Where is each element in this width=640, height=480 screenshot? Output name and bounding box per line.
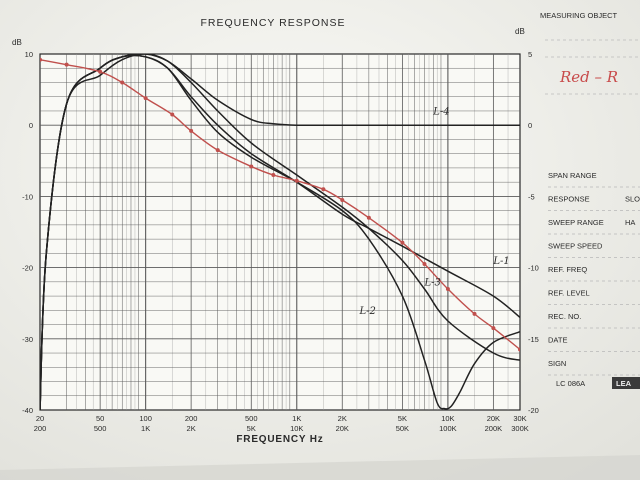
form-field-value: SLO: [625, 195, 640, 204]
y-left-tick-label: -30: [22, 335, 33, 344]
form-field-label: SWEEP SPEED: [548, 242, 603, 251]
x-tick-label-bottom: 500: [94, 424, 107, 433]
x-tick-labels-bottom-row: 200 500 1K 2K 5K 10K 20K 50K 100K 200K 300K: [34, 424, 529, 433]
series-marker-unlabeled-4: [321, 187, 326, 192]
form-field-label: RESPONSE: [548, 195, 590, 204]
y-right-tick-label: -15: [528, 335, 539, 344]
series-marker-unlabeled-4: [340, 197, 345, 202]
form-field-label: REF. FREQ: [548, 265, 587, 274]
curve-label-l-1: L-1: [492, 256, 509, 267]
series-marker-unlabeled-4: [491, 326, 496, 331]
chart-title: FREQUENCY RESPONSE: [201, 17, 346, 29]
series-marker-unlabeled-4: [249, 164, 254, 169]
side-panel: MEASURING OBJECT Red – R SPAN RANGE RESPO…: [540, 11, 640, 389]
x-tick-label-top: 20K: [487, 414, 500, 423]
curve-label-l-2: L-2: [358, 306, 375, 317]
curve-labels: L-4 L-1 L-3 L-2: [358, 107, 509, 317]
y-right-tick-labels: 5 0 -5 -10 -15 -20: [528, 50, 539, 415]
x-tick-labels-top-row: 20 50 100 200 500 1K 2K 5K 10K 20K 30K: [36, 414, 527, 423]
series-marker-unlabeled-4: [64, 62, 69, 67]
y-left-tick-label: 10: [25, 50, 33, 59]
handwritten-note: Red – R: [559, 68, 618, 86]
series-marker-unlabeled-4: [98, 69, 103, 74]
x-tick-label-bottom: 300K: [511, 424, 529, 433]
form-field-label: DATE: [548, 336, 567, 345]
y-left-tick-label: 0: [29, 121, 33, 130]
series-marker-unlabeled-4: [40, 57, 42, 62]
y-left-tick-label: -10: [22, 192, 33, 201]
x-tick-label-top: 50: [96, 414, 104, 423]
x-tick-label-bottom: 200: [34, 424, 47, 433]
x-tick-label-bottom: 2K: [187, 424, 196, 433]
series-marker-unlabeled-4: [143, 96, 148, 101]
x-tick-label-bottom: 1K: [141, 424, 150, 433]
series-marker-unlabeled-4: [472, 311, 477, 316]
form-field-label: REC. NO.: [548, 312, 581, 321]
form-field-value: HA: [625, 218, 635, 227]
y-left-tick-label: -20: [22, 264, 33, 273]
x-tick-label-top: 10K: [441, 414, 454, 423]
series-line-unlabeled-4: [40, 59, 520, 351]
x-tick-label-top: 30K: [513, 414, 526, 423]
series-marker-unlabeled-4: [170, 112, 175, 117]
x-tick-label-top: 1K: [292, 414, 301, 423]
form-badge: [612, 377, 640, 389]
plot-frame: [39, 53, 521, 411]
series-marker-unlabeled-4: [271, 173, 276, 178]
x-tick-label-bottom: 100K: [439, 424, 457, 433]
curve-label-l-3: L-3: [423, 277, 440, 288]
y-left-unit: dB: [12, 38, 22, 47]
y-right-tick-label: -10: [528, 264, 539, 273]
series-marker-unlabeled-4: [189, 128, 194, 133]
form-fields: SPAN RANGE RESPONSE SLO SWEEP RANGE HA SWEEP …: [548, 171, 640, 376]
series-marker-unlabeled-4: [400, 240, 405, 245]
form-field-label: REF. LEVEL: [548, 289, 590, 298]
x-tick-label-top: 2K: [338, 414, 347, 423]
series-marker-unlabeled-4: [445, 286, 450, 291]
series-marker-unlabeled-4: [215, 148, 220, 153]
x-tick-label-bottom: 20K: [336, 424, 349, 433]
form-field-label: SPAN RANGE: [548, 171, 597, 180]
series-marker-unlabeled-4: [294, 178, 299, 183]
x-tick-label-bottom: 50K: [396, 424, 409, 433]
form-field-label: SIGN: [548, 359, 566, 368]
x-tick-label-top: 500: [245, 414, 258, 423]
plot-grid: [40, 54, 520, 410]
x-tick-label-top: 200: [185, 414, 198, 423]
x-axis-label: FREQUENCY Hz: [236, 434, 323, 445]
x-tick-label-top: 5K: [398, 414, 407, 423]
x-tick-label-bottom: 5K: [247, 424, 256, 433]
y-right-tick-label: -5: [528, 192, 535, 201]
x-tick-label-bottom: 10K: [290, 424, 303, 433]
form-badge-text: LEA: [616, 379, 632, 388]
y-right-unit: dB: [515, 27, 525, 36]
x-tick-label-top: 100: [139, 414, 152, 423]
y-right-tick-label: 5: [528, 50, 532, 59]
series-marker-unlabeled-4: [120, 80, 125, 85]
x-tick-label-bottom: 200K: [485, 424, 503, 433]
y-right-tick-label: 0: [528, 121, 532, 130]
series-marker-unlabeled-4: [366, 215, 371, 220]
series-marker-unlabeled-4: [422, 262, 427, 267]
series-marker-unlabeled-4: [518, 347, 520, 352]
series-layer: [40, 54, 520, 410]
table-edge: [0, 455, 640, 480]
x-tick-label-top: 20: [36, 414, 44, 423]
y-left-tick-label: -40: [22, 406, 33, 415]
curve-label-l-4: L-4: [432, 107, 449, 118]
y-left-tick-labels: 10 0 -10 -20 -30 -40: [22, 50, 33, 415]
form-field-label: SWEEP RANGE: [548, 218, 604, 227]
y-right-tick-label: -20: [528, 406, 539, 415]
measuring-object-label: MEASURING OBJECT: [540, 11, 618, 20]
series-line-l-4: [40, 54, 520, 410]
form-code: LC 086A: [556, 379, 585, 388]
